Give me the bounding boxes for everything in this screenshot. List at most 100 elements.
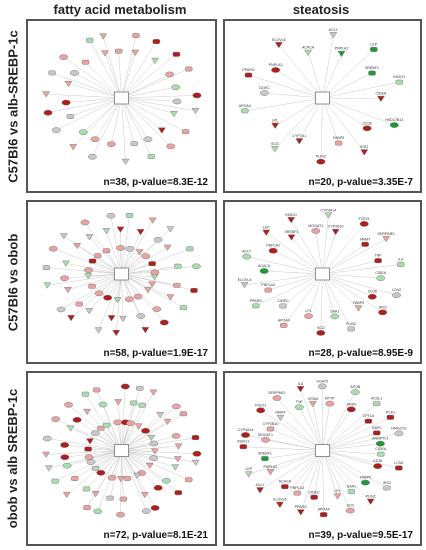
- gene-node-shape: [373, 401, 381, 407]
- gene-node: [83, 408, 91, 416]
- edge: [104, 53, 122, 99]
- gene-node: FABP5: [353, 301, 364, 312]
- gene-node-label: APOB: [350, 385, 361, 389]
- gene-node: [98, 401, 108, 408]
- gene-node: LEP: [244, 467, 253, 478]
- gene-node-shape: [62, 462, 72, 469]
- gene-node-shape: [143, 136, 153, 143]
- gene-node-shape: [106, 141, 116, 147]
- edge: [89, 40, 122, 99]
- gene-node: [141, 327, 150, 334]
- gene-node: [81, 59, 90, 65]
- gene-node-shape: [397, 262, 405, 267]
- gene-node-shape: [97, 425, 105, 431]
- gene-node: [93, 253, 102, 259]
- gene-node: CIDEA: [375, 271, 387, 281]
- gene-node: [59, 233, 68, 240]
- gene-node-shape: [293, 490, 301, 496]
- gene-node-shape: [376, 275, 386, 281]
- gene-node-shape: [45, 465, 53, 472]
- gene-node-shape: [90, 136, 100, 143]
- gene-node: [67, 315, 75, 322]
- stat-label: n=28, p-value=8.95E-9: [307, 348, 414, 359]
- edge: [322, 450, 371, 502]
- gene-node: [171, 84, 181, 91]
- gene-node-shape: [60, 275, 69, 282]
- gene-node-label: PLIN2: [316, 155, 326, 159]
- gene-node: TNF: [294, 400, 304, 410]
- edge: [46, 450, 122, 455]
- gene-node-shape: [191, 108, 200, 115]
- gene-node-shape: [324, 212, 333, 219]
- gene-node: CYP7A1: [292, 134, 306, 145]
- gene-node: [185, 66, 193, 72]
- network-panel-steatosis-3: CIDEA LCN2 CD36 IRS2 FABP5 PLIN2 SAA1 SCD LPL APO…: [223, 371, 422, 546]
- edge: [68, 404, 122, 451]
- gene-node: [171, 464, 180, 471]
- gene-node: [192, 92, 202, 99]
- gene-node: [173, 282, 181, 288]
- gene-node-shape: [166, 143, 176, 150]
- gene-node-shape: [133, 293, 143, 300]
- gene-node: APOB: [350, 385, 361, 395]
- network-graph: CIDEA HSD17B13 CD36 IRS2 FABP5 PLIN2 CYP7A1 SCD…: [239, 28, 405, 165]
- gene-node: [84, 273, 93, 280]
- edge: [322, 273, 373, 297]
- gene-node: [66, 425, 75, 432]
- gene-node-shape: [147, 154, 156, 159]
- gene-node: [186, 246, 194, 252]
- edge: [322, 450, 352, 492]
- gene-node: FABP5: [360, 476, 371, 486]
- edge: [66, 450, 122, 495]
- gene-node: [66, 114, 75, 119]
- gene-node-shape: [64, 81, 73, 88]
- gene-node-shape: [51, 127, 61, 133]
- gene-node-shape: [147, 434, 156, 442]
- gene-node-label: ACACA: [302, 46, 315, 50]
- gene-node-shape: [141, 508, 151, 514]
- edge: [86, 450, 122, 490]
- gene-node-shape: [91, 465, 100, 471]
- edge: [121, 97, 135, 144]
- gene-node-shape: [280, 322, 288, 328]
- gene-node-label: APOA4: [318, 508, 330, 512]
- edge: [121, 450, 124, 500]
- gene-node: CYP4A14: [238, 428, 253, 438]
- edge: [245, 434, 323, 451]
- gene-node-shape: [252, 303, 260, 309]
- edge: [259, 450, 323, 491]
- edge: [55, 450, 122, 482]
- gene-node-shape: [144, 287, 152, 294]
- gene-node-shape: [141, 327, 150, 334]
- edge: [322, 97, 395, 126]
- edge: [320, 273, 323, 333]
- gene-node: [119, 315, 127, 322]
- stat-label: n=38, p-value=8.3E-12: [102, 177, 209, 188]
- edge: [322, 450, 381, 455]
- gene-node-shape: [135, 249, 144, 256]
- gene-node: SREBF1: [258, 452, 272, 461]
- edge: [121, 405, 143, 451]
- gene-node-label: LCN2: [392, 288, 401, 292]
- gene-node-shape: [174, 443, 183, 450]
- gene-node: [91, 465, 100, 471]
- gene-node: [152, 39, 161, 44]
- gene-node: [126, 420, 136, 427]
- gene-node-shape: [91, 491, 100, 498]
- edge: [121, 413, 184, 451]
- gene-node: [172, 98, 182, 105]
- edge: [121, 52, 136, 99]
- gene-node: SCD: [345, 504, 355, 514]
- gene-node-shape: [86, 459, 96, 465]
- edge: [121, 97, 149, 140]
- gene-node-shape: [66, 425, 75, 432]
- gene-node-shape: [395, 79, 404, 85]
- edge: [244, 273, 323, 286]
- gene-node: [106, 141, 116, 147]
- gene-node-label: MOGAT1: [308, 224, 323, 228]
- edge: [121, 97, 174, 114]
- gene-node-shape: [166, 226, 175, 233]
- node-group: CIDEA LCN2 CD36 IRS2 FABP5 PLIN2 SAA1 SCD LPL APO…: [237, 379, 407, 518]
- gene-node-shape: [259, 90, 269, 96]
- gene-node: SREBF1: [284, 230, 298, 241]
